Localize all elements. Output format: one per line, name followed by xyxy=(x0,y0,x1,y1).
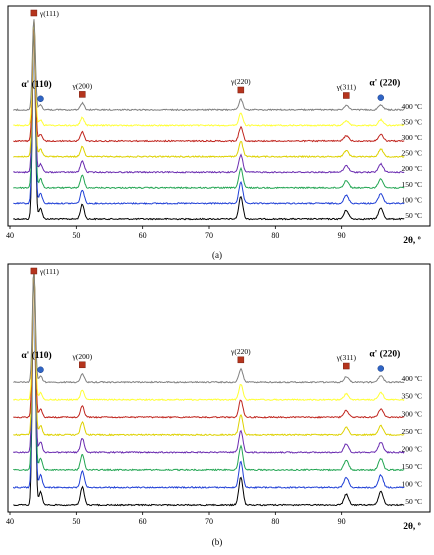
gamma-phase-label: γ(220) xyxy=(230,77,251,86)
series-label: 200 ºC xyxy=(402,444,422,453)
gamma-phase-label: γ(200) xyxy=(72,81,93,90)
gamma-peak-marker xyxy=(343,362,350,370)
x-tick-label: 70 xyxy=(205,231,213,240)
series-line xyxy=(13,20,405,127)
alpha-phase-label: α' (110) xyxy=(21,350,51,361)
series-label: 350 ºC xyxy=(402,117,422,126)
panel-0: 40 50 60 70 80 90 2θ, º (a) 50 ºC 100 ºC 150 ºC 200… xyxy=(6,5,431,260)
series-label: 250 ºC xyxy=(402,149,422,158)
x-tick-label: 90 xyxy=(338,231,346,240)
series-line xyxy=(12,272,405,489)
series-line xyxy=(12,272,405,454)
x-tick-label: 50 xyxy=(72,517,80,526)
series-label: 100 ºC xyxy=(402,195,422,204)
x-tick-label: 80 xyxy=(271,231,279,240)
series-line xyxy=(12,271,405,402)
gamma-phase-label: γ(311) xyxy=(336,353,357,362)
gamma-peak-marker xyxy=(79,361,86,369)
alpha-phase-label: α' (220) xyxy=(369,349,400,360)
gamma-peak-marker xyxy=(237,86,245,94)
panel-caption: (a) xyxy=(212,250,222,260)
series-line xyxy=(13,271,405,472)
alpha-peak-marker xyxy=(377,94,385,101)
gamma-peak-marker xyxy=(343,92,350,99)
series-line xyxy=(13,24,405,205)
panel-caption: (b) xyxy=(212,537,223,547)
x-tick-label: 80 xyxy=(271,517,279,526)
gamma-phase-label: γ(111) xyxy=(39,9,60,18)
series-label: 100 ºC xyxy=(402,479,422,488)
alpha-phase-label: α' (110) xyxy=(21,79,51,90)
alpha-peak-marker xyxy=(377,365,385,372)
alpha-peak-marker xyxy=(37,95,44,103)
series-label: 400 ºC xyxy=(402,374,422,383)
series-line xyxy=(13,22,405,174)
series-label: 50 ºC xyxy=(405,211,422,220)
series-line xyxy=(13,272,405,437)
plot-frame xyxy=(7,263,431,513)
x-tick-label: 70 xyxy=(205,517,213,526)
gamma-peak-marker xyxy=(30,9,38,17)
series-label: 50 ºC xyxy=(405,497,422,506)
x-tick-label: 60 xyxy=(139,517,147,526)
gamma-peak-marker xyxy=(30,267,38,275)
series-line xyxy=(13,272,405,384)
gamma-phase-label: γ(220) xyxy=(230,347,251,356)
gamma-peak-marker xyxy=(237,356,245,364)
series-line xyxy=(13,21,405,143)
x-tick-label: 40 xyxy=(6,517,14,526)
gamma-peak-marker xyxy=(79,91,86,98)
x-tick-label: 50 xyxy=(72,231,80,240)
series-line xyxy=(13,21,405,159)
alpha-peak-marker xyxy=(37,366,44,373)
x-tick-label: 90 xyxy=(338,517,346,526)
series-label: 250 ºC xyxy=(402,427,422,436)
series-label: 150 ºC xyxy=(402,462,422,471)
series-label: 200 ºC xyxy=(402,164,422,173)
series-label: 300 ºC xyxy=(402,133,422,142)
x-axis-title: 2θ, º xyxy=(403,522,421,532)
plot-frame xyxy=(7,5,431,227)
series-label: 400 ºC xyxy=(402,102,422,111)
x-axis-title: 2θ, º xyxy=(403,236,421,246)
series-label: 300 ºC xyxy=(402,409,422,418)
panel-1: 40 50 60 70 80 90 2θ, º (b) 50 ºC 100 ºC 150 ºC 200… xyxy=(6,263,431,547)
series-line xyxy=(13,23,405,190)
alpha-phase-label: α' (220) xyxy=(369,78,400,89)
x-tick-label: 60 xyxy=(139,231,147,240)
gamma-phase-label: γ(200) xyxy=(72,352,93,361)
gamma-phase-label: γ(111) xyxy=(39,267,60,276)
series-label: 150 ºC xyxy=(402,180,422,189)
gamma-phase-label: γ(311) xyxy=(336,83,357,92)
series-line xyxy=(13,25,405,221)
series-line xyxy=(13,19,405,112)
series-line xyxy=(13,272,405,507)
x-tick-label: 40 xyxy=(6,231,14,240)
series-line xyxy=(13,272,405,419)
series-label: 350 ºC xyxy=(402,392,422,401)
